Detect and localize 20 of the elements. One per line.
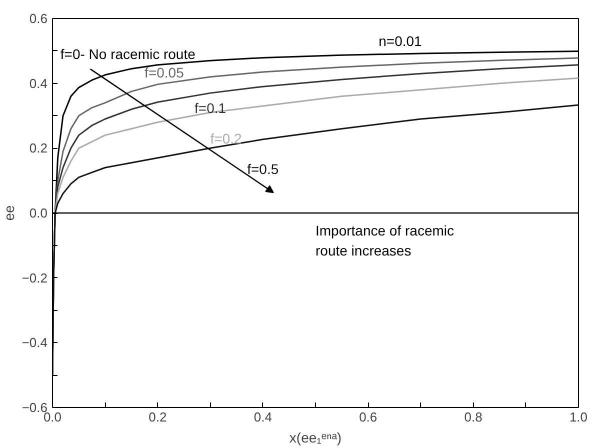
series-label: f=0.2 bbox=[210, 130, 242, 146]
series-label: f=0.1 bbox=[194, 100, 226, 116]
series-label: f=0.05 bbox=[144, 64, 184, 81]
series-label: f=0.5 bbox=[247, 161, 279, 178]
y-axis-title: ee bbox=[0, 205, 17, 221]
annotation: n=0.01 bbox=[378, 33, 422, 50]
x-tick-label: 0.8 bbox=[464, 410, 482, 424]
x-tick-label: 0.2 bbox=[148, 410, 167, 424]
x-axis-title: x(ee₁ᵉⁿᵃ) bbox=[289, 430, 342, 446]
y-tick-label: 0.6 bbox=[29, 11, 48, 26]
y-tick-label: 0.0 bbox=[29, 206, 48, 220]
x-tick-label: 0.6 bbox=[359, 410, 378, 424]
annotation: Importance of racemic route increases bbox=[316, 222, 454, 259]
y-tick-label: −0.2 bbox=[22, 270, 48, 286]
x-tick-label: 1.0 bbox=[569, 410, 588, 424]
y-tick-label: 0.4 bbox=[29, 76, 48, 91]
x-tick-label: 0.4 bbox=[254, 410, 272, 424]
y-tick-label: 0.2 bbox=[29, 140, 48, 156]
y-tick-label: −0.4 bbox=[22, 335, 48, 350]
series-label: f=0- No racemic route bbox=[60, 46, 196, 62]
